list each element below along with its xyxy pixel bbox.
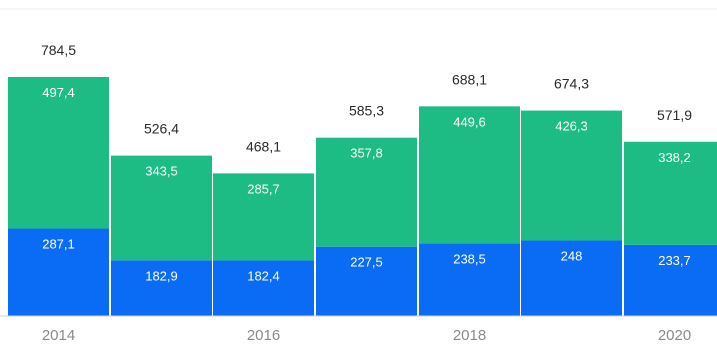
x-axis-ticks: 2014 2016 2018 2020 xyxy=(42,327,691,344)
bar-segment-top-2014 xyxy=(8,77,109,229)
top-segment-label-2015: 343,5 xyxy=(145,164,178,179)
bar-segment-bottom-2015 xyxy=(111,260,212,316)
bottom-segment-label-2018: 238,5 xyxy=(453,251,486,266)
bar-segment-top-2020 xyxy=(624,141,717,245)
total-label-2020: 571,9 xyxy=(657,107,692,123)
bar-segment-bottom-2014 xyxy=(8,228,109,316)
top-segment-label-2017: 357,8 xyxy=(350,146,383,161)
bar-segment-bottom-2018 xyxy=(419,243,520,316)
bar-segment-bottom-2017 xyxy=(316,246,417,316)
top-segment-label-2016: 285,7 xyxy=(247,181,280,196)
top-segment-label-2014: 497,4 xyxy=(42,85,75,100)
value-labels-group: 784,5 497,4 287,1 526,4 343,5 182,9 468,1 285,7… xyxy=(41,42,692,283)
top-segment-label-2019: 426,3 xyxy=(555,119,588,134)
total-label-2019: 674,3 xyxy=(554,76,589,92)
x-tick-label-2016: 2016 xyxy=(247,327,280,344)
bottom-segment-label-2017: 227,5 xyxy=(350,255,383,270)
bar-segment-top-2015 xyxy=(111,155,212,261)
bar-segment-top-2017 xyxy=(316,137,417,247)
bottom-segment-label-2015: 182,9 xyxy=(145,268,178,283)
total-label-2014: 784,5 xyxy=(41,42,76,58)
top-segment-label-2018: 449,6 xyxy=(453,114,486,129)
bottom-segment-label-2020: 233,7 xyxy=(658,253,691,268)
bar-segment-bottom-2019 xyxy=(521,240,622,316)
x-tick-label-2018: 2018 xyxy=(453,327,486,344)
bars-group xyxy=(8,77,717,316)
bottom-segment-label-2019: 248 xyxy=(561,248,583,263)
bar-segment-top-2016 xyxy=(213,173,314,261)
total-label-2017: 585,3 xyxy=(349,103,384,119)
bottom-segment-label-2014: 287,1 xyxy=(42,237,75,252)
total-label-2018: 688,1 xyxy=(452,71,487,87)
x-tick-label-2020: 2020 xyxy=(658,327,691,344)
bar-segment-top-2018 xyxy=(419,106,520,244)
bottom-segment-label-2016: 182,4 xyxy=(247,268,280,283)
x-tick-label-2014: 2014 xyxy=(42,327,75,344)
total-label-2016: 468,1 xyxy=(246,138,281,154)
bar-segment-bottom-2020 xyxy=(624,244,717,316)
bar-segment-top-2019 xyxy=(521,110,622,241)
total-label-2015: 526,4 xyxy=(144,121,179,137)
bar-segment-bottom-2016 xyxy=(213,260,314,316)
top-segment-label-2020: 338,2 xyxy=(658,150,691,165)
